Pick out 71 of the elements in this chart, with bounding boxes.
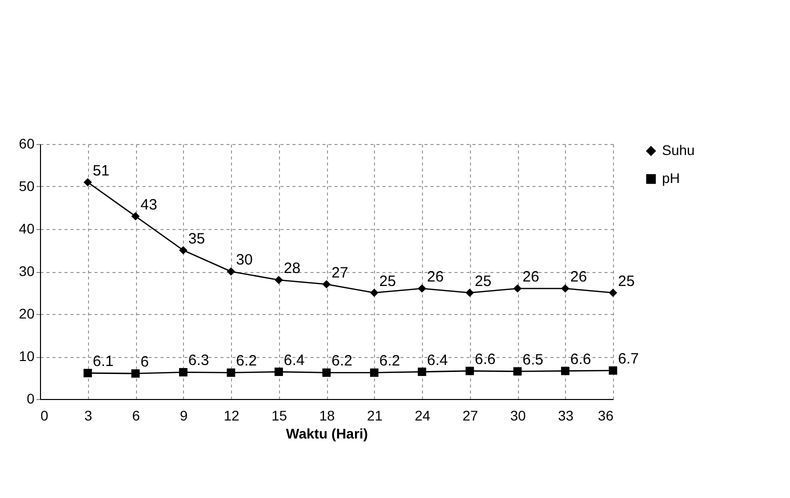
data-label: 6.6 (474, 350, 496, 368)
point (561, 284, 570, 293)
data-label: 35 (188, 230, 205, 248)
point (84, 368, 92, 378)
point (608, 366, 618, 375)
point (466, 366, 474, 376)
point (131, 212, 140, 220)
data-label: 6.4 (427, 352, 448, 369)
data-label: 25 (379, 272, 396, 290)
point (608, 288, 618, 297)
legend-label: Suhu (662, 142, 695, 158)
point (466, 288, 474, 297)
y-tick-label: 20 (18, 306, 35, 322)
x-axis-title: Waktu (Hari) (286, 426, 368, 442)
x-tick-label: 12 (224, 408, 240, 424)
point (561, 366, 570, 376)
point (179, 368, 188, 376)
x-tick-label: 30 (510, 408, 526, 424)
point (226, 267, 236, 276)
y-tick-label: 40 (18, 220, 35, 236)
point (418, 368, 426, 376)
data-label: 28 (284, 260, 300, 277)
x-tick-label: 36 (598, 408, 614, 424)
data-label: 6.2 (379, 352, 400, 370)
point (274, 368, 283, 376)
x-tick-label: 27 (462, 408, 478, 424)
point (322, 280, 331, 288)
x-tick-label: 0 (40, 408, 48, 424)
x-tick-label: 6 (132, 408, 140, 424)
x-tick-label: 21 (366, 408, 383, 424)
x-tick-label: 15 (271, 408, 288, 424)
data-label: 25 (474, 272, 492, 290)
data-label: 43 (140, 196, 158, 214)
point (370, 368, 378, 377)
point (179, 246, 188, 254)
data-label: 26 (570, 268, 587, 286)
y-tick-label: 0 (26, 390, 35, 406)
data-label: 6.2 (332, 352, 352, 370)
data-label: 26 (522, 268, 540, 286)
data-label: 6 (140, 354, 149, 370)
x-tick-label: 3 (84, 408, 92, 424)
point (513, 367, 522, 376)
x-tick-label: 18 (319, 408, 335, 424)
data-label: 6.7 (618, 350, 639, 368)
data-label: 6.5 (522, 351, 544, 368)
data-label: 6.6 (570, 350, 592, 368)
data-label: 6.3 (188, 352, 210, 370)
point (322, 368, 331, 377)
data-label: 6.1 (92, 353, 114, 370)
x-tick-label: 33 (558, 408, 574, 424)
x-tick-label: 24 (414, 408, 430, 424)
x-tick-label: 9 (180, 408, 188, 424)
legend-label: pH (662, 170, 680, 186)
point (84, 178, 92, 186)
data-label: 51 (92, 162, 110, 180)
point (131, 369, 140, 378)
data-label: 30 (236, 252, 253, 268)
point (274, 276, 283, 284)
point (226, 368, 236, 377)
point (513, 284, 522, 293)
data-label: 27 (332, 264, 348, 282)
data-label: 26 (427, 268, 444, 286)
y-tick-label: 30 (18, 263, 35, 279)
data-label: 6.4 (284, 352, 305, 369)
point (370, 288, 378, 297)
point (418, 284, 426, 293)
y-tick-label: 60 (18, 136, 35, 152)
y-tick-label: 10 (18, 348, 35, 364)
data-label: 6.2 (236, 352, 257, 370)
y-tick-label: 50 (18, 178, 35, 194)
data-label: 25 (618, 272, 635, 290)
